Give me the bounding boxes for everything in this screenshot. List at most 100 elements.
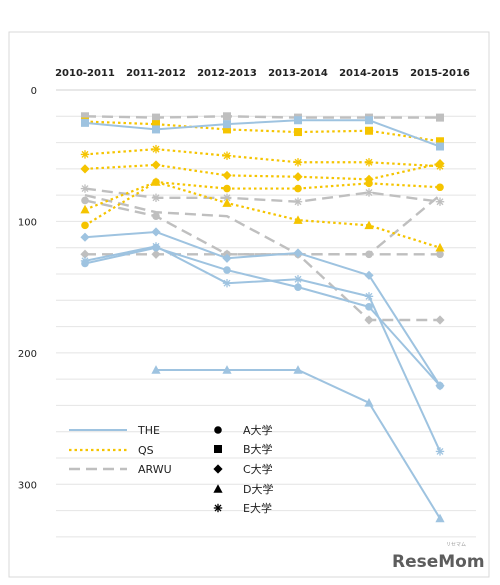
data-point [364, 270, 374, 280]
legend-label: THE [137, 424, 160, 437]
series-layer [80, 112, 445, 523]
data-point [435, 315, 445, 325]
data-point [436, 113, 444, 122]
data-point [364, 174, 374, 184]
data-point [365, 126, 373, 135]
data-point [151, 144, 161, 154]
data-point [436, 142, 444, 151]
data-point [435, 197, 445, 206]
data-point [80, 232, 90, 242]
watermark: リセマム ReseMom [392, 542, 485, 572]
series-qs [80, 177, 445, 252]
data-point [222, 253, 232, 263]
data-point [293, 158, 303, 167]
data-point [293, 365, 303, 374]
data-point [435, 242, 445, 252]
series-the [80, 242, 445, 456]
data-point [151, 160, 161, 170]
data-point [436, 250, 444, 259]
data-point [151, 249, 161, 259]
legend-marker [214, 445, 222, 453]
series-line [84, 193, 441, 256]
legend-label: ARWU [138, 463, 172, 476]
legend-label: B大学 [243, 442, 273, 456]
data-point [435, 162, 445, 171]
series-line [84, 162, 441, 181]
data-point [151, 193, 161, 202]
data-point [81, 196, 89, 205]
data-point [365, 116, 373, 125]
data-point [152, 125, 160, 134]
data-point [151, 365, 161, 374]
data-point [436, 137, 444, 146]
data-point [223, 125, 231, 134]
data-point [435, 513, 445, 523]
series-the [151, 365, 445, 523]
legend-label: C大学 [243, 462, 273, 476]
legend-label: E大学 [243, 501, 272, 515]
series-line [84, 245, 441, 452]
legend-marker [213, 484, 223, 493]
data-point [80, 256, 90, 266]
data-point [222, 365, 232, 374]
series-arwu [80, 184, 445, 206]
legend: THE QS ARWU A大学 B大学 C大学 D大学 E大学 [69, 423, 273, 515]
data-point [435, 447, 445, 456]
y-tick-label: 300 [18, 480, 37, 491]
data-point [294, 128, 302, 137]
data-point [364, 398, 374, 407]
x-axis-ticks: 2010-2011 2011-2012 2012-2013 2013-2014 2014… [55, 68, 470, 79]
data-point [151, 177, 161, 186]
legend-marker [214, 426, 222, 434]
series-arwu [84, 193, 441, 256]
data-point [294, 116, 302, 125]
data-point [223, 112, 231, 121]
series-arwu [80, 249, 445, 325]
data-point [436, 183, 444, 192]
data-point [152, 113, 160, 122]
data-point [80, 249, 90, 259]
data-point [81, 112, 89, 121]
series-line [84, 187, 441, 203]
data-point [223, 266, 231, 274]
legend-label: D大学 [243, 482, 273, 496]
x-tick-label: 2011-2012 [126, 68, 186, 79]
data-point [152, 212, 160, 220]
data-point [293, 197, 303, 206]
data-point [81, 118, 89, 127]
data-point [80, 164, 90, 174]
data-point [364, 315, 374, 325]
x-tick-label: 2015-2016 [410, 68, 470, 79]
y-tick-label: 0 [31, 86, 37, 97]
data-point [364, 292, 374, 301]
data-point [152, 120, 160, 129]
x-tick-label: 2014-2015 [339, 68, 399, 79]
series-line [84, 119, 441, 148]
data-point [294, 184, 302, 193]
series-line [85, 253, 440, 322]
legend-marker [213, 503, 223, 513]
series-line [84, 120, 441, 143]
series-line [84, 148, 441, 168]
data-point [435, 381, 445, 391]
gridlines [56, 89, 476, 538]
data-point [151, 242, 161, 251]
series-line [84, 115, 440, 119]
data-point [223, 120, 231, 129]
y-axis-ticks: 0 100 200 300 [18, 86, 37, 491]
data-point [80, 150, 90, 159]
data-point [294, 283, 302, 291]
series-line [84, 180, 441, 227]
legend-label: QS [138, 444, 154, 457]
data-point [222, 170, 232, 181]
data-point [365, 303, 373, 311]
series-qs [80, 144, 445, 171]
data-point [223, 184, 231, 193]
series-the [80, 227, 445, 391]
x-tick-label: 2012-2013 [197, 68, 257, 79]
data-point [80, 204, 90, 214]
data-point [364, 158, 374, 167]
data-point [151, 227, 161, 237]
series-the [81, 116, 444, 151]
data-point [81, 221, 89, 230]
